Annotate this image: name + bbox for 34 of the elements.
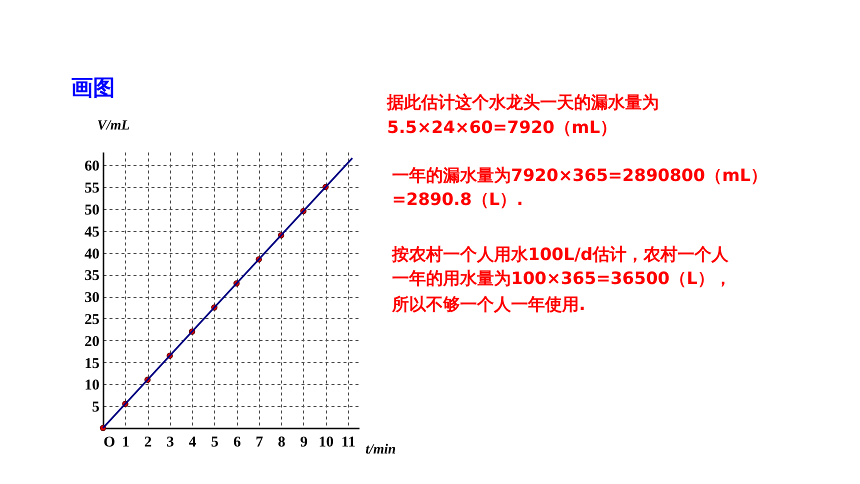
text: 按农村一个人用水100L/d估计，农村一个人 [391,245,730,265]
y-tick-label: 30 [84,290,100,306]
text: 一年的用水量为100×365=36500（L）， [392,269,732,289]
y-tick-label: 10 [84,378,100,394]
y-tick-label: 20 [84,334,100,350]
x-tick-label: 11 [341,434,356,450]
x-tick-label: O [104,434,116,450]
y-tick-label: 35 [84,268,100,284]
x-tick-label: 4 [188,434,197,450]
text: 一年的漏水量为7920×365=2890800（mL） [392,166,768,186]
chart-title: 画图 [71,76,115,101]
y-tick-label: 15 [84,356,100,372]
x-tick-label: 5 [211,434,219,450]
x-tick-label: 3 [166,434,174,450]
x-tick-label: 10 [318,434,334,450]
y-tick-label: 60 [84,158,100,175]
y-tick-label: 55 [84,180,100,197]
text: 5.5×24×60=7920（mL） [387,118,618,138]
x-tick-label: 8 [278,434,286,450]
y-axis-title: V/mL [97,118,130,134]
x-tick-label: 7 [256,434,264,450]
x-tick-label: 1 [122,434,130,450]
y-tick-label: 25 [84,312,100,328]
text: 据此估计这个水龙头一天的漏水量为 [386,93,659,113]
x-axis-title: t/min [366,442,396,458]
x-tick-label: 2 [144,434,152,450]
y-tick-label: 50 [84,202,100,218]
text: 所以不够一个人一年使用. [391,295,586,315]
y-tick-label: 40 [84,246,100,262]
y-tick-label: 45 [84,224,100,240]
y-tick-label: 5 [92,400,100,416]
x-tick-label: 9 [300,434,308,450]
x-tick-label: 6 [233,434,242,450]
text: =2890.8（L）. [392,190,524,210]
